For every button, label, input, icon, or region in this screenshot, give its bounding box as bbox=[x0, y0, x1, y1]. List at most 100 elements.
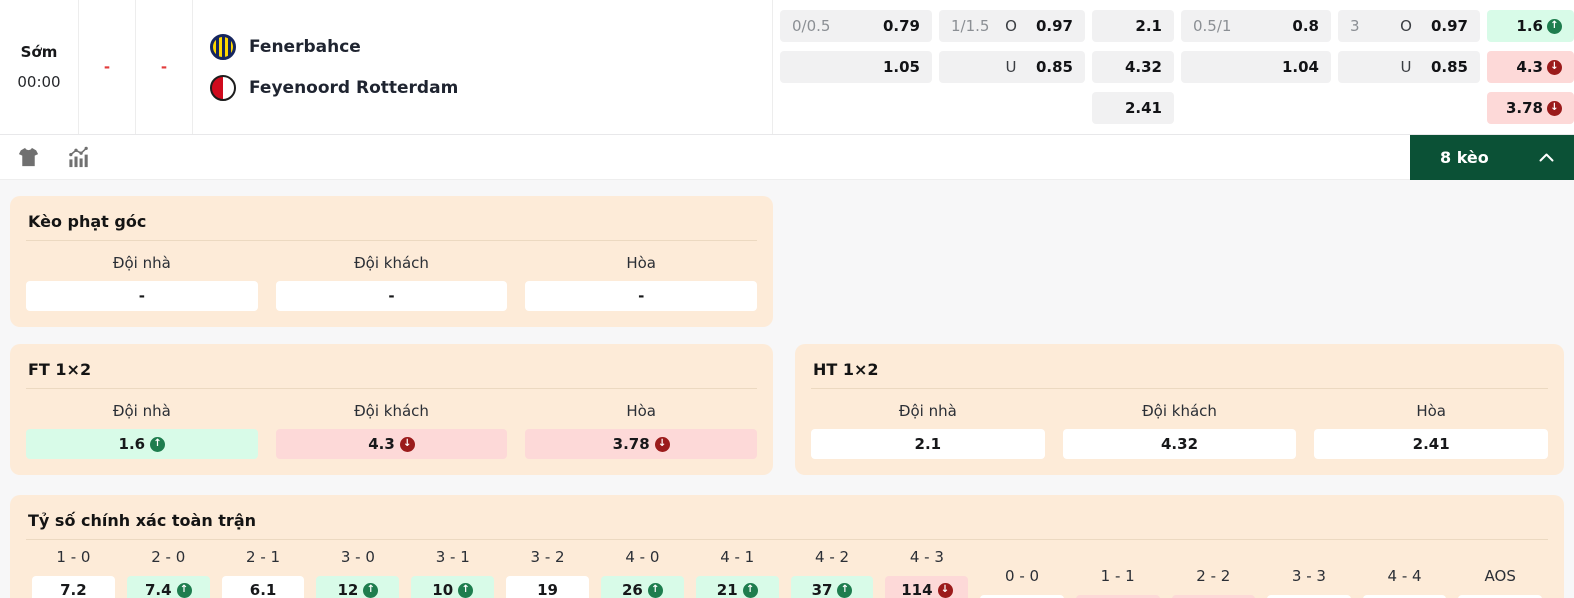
odds-cell[interactable]: 13.5 ↑ ↓ bbox=[1171, 595, 1256, 598]
ht-odds-columns: Đội nhà 2.1 ↑ ↓ Đội khách 4.32 ↑ ↓ bbox=[811, 396, 1549, 459]
odds-cell[interactable]: 59 ↑ ↓ bbox=[1267, 595, 1351, 598]
odds-cell-handicap-away[interactable]: 1.05 bbox=[780, 51, 932, 83]
home-team-row[interactable]: Fenerbahce bbox=[210, 33, 772, 60]
match-time-column: Sớm 00:00 bbox=[0, 0, 79, 134]
score-label: 3 - 0 bbox=[340, 548, 375, 566]
away-score: - bbox=[136, 0, 193, 134]
away-team-name: Feyenoord Rotterdam bbox=[249, 77, 459, 98]
score-group-draw: 0 - 0 14.5 ↑ ↓ 1 - 1 6.5 ↑ ↓ bbox=[980, 547, 1542, 598]
score-label: AOS bbox=[1484, 567, 1516, 585]
odds-cell[interactable]: 4.3 ↑ ↓ bbox=[275, 429, 508, 459]
away-team-row[interactable]: Feyenoord Rotterdam bbox=[210, 74, 772, 101]
odds-cell[interactable]: 3.78 ↑ ↓ bbox=[525, 429, 758, 459]
odds-cell[interactable]: 4.32 ↑ ↓ bbox=[1062, 429, 1297, 459]
odds-value: 0.79 bbox=[882, 17, 920, 35]
column-label: Hòa bbox=[626, 402, 656, 420]
score-column: AOS 13 ↑ ↓ bbox=[1458, 547, 1542, 598]
x12-panels-row: FT 1×2 Đội nhà 1.6 ↑ ↓ Đội khách bbox=[10, 344, 1564, 475]
score-label: 3 - 3 bbox=[1291, 567, 1326, 585]
odds-value: 0.85 bbox=[1035, 58, 1073, 76]
odds-cell[interactable]: 1.6 ↑ ↓ bbox=[26, 429, 258, 459]
score-label: 2 - 0 bbox=[151, 548, 186, 566]
odds-cell-over[interactable]: 3 O 0.97 bbox=[1338, 10, 1480, 42]
trend-up-icon: ↑ bbox=[363, 582, 379, 598]
odds-value: 4.32 bbox=[1124, 58, 1162, 76]
odds-cell[interactable]: 14.5 ↑ ↓ bbox=[980, 595, 1064, 598]
column-label: Đội khách bbox=[354, 254, 429, 272]
odds-cell[interactable]: 10 ↑ ↓ bbox=[411, 576, 495, 598]
score-label: 3 - 1 bbox=[435, 548, 470, 566]
handicap-line: 0.5/1 bbox=[1193, 17, 1232, 35]
odds-cell-1x2[interactable]: 2.41 bbox=[1092, 92, 1174, 124]
odds-cell-1x2-live[interactable]: 3.78 ↑ ↓ bbox=[1487, 92, 1574, 124]
odds-value: 4.3 bbox=[1516, 58, 1543, 76]
odds-cell[interactable]: 37 ↑ ↓ bbox=[790, 576, 874, 598]
score-label: 4 - 4 bbox=[1387, 567, 1422, 585]
score-column: 1 - 1 6.5 ↑ ↓ bbox=[1075, 547, 1160, 598]
x12-plain-column: 2.1 4.32 2.41 bbox=[1092, 10, 1174, 134]
odds-value: 12 bbox=[337, 581, 359, 598]
under-label: U bbox=[1005, 58, 1017, 76]
odds-cell[interactable]: 7.2 ↑ ↓ bbox=[32, 576, 115, 598]
score-label: 4 - 2 bbox=[815, 548, 850, 566]
odds-cell-1x2-live[interactable]: 4.3 ↑ ↓ bbox=[1487, 51, 1574, 83]
odds-cell-1x2[interactable]: 2.1 bbox=[1092, 10, 1174, 42]
odds-cell-handicap-away[interactable]: 1.04 bbox=[1181, 51, 1331, 83]
jersey-icon[interactable] bbox=[17, 146, 40, 169]
odds-cell[interactable]: 114 ↑ ↓ bbox=[885, 576, 969, 598]
score-label: 3 - 2 bbox=[530, 548, 565, 566]
odds-value: 4.32 bbox=[1161, 435, 1199, 453]
odds-value: 2.1 bbox=[1135, 17, 1162, 35]
odds-value: 1.6 bbox=[1516, 17, 1543, 35]
odds-cell[interactable]: - ↑ ↓ bbox=[525, 281, 758, 311]
score-label: 4 - 0 bbox=[625, 548, 660, 566]
trend-up-icon: ↑ bbox=[742, 582, 758, 598]
odds-cell[interactable]: 224 ↑ ↓ bbox=[1362, 595, 1447, 598]
odds-cell[interactable]: - ↑ ↓ bbox=[26, 281, 258, 311]
odds-cell-handicap-home[interactable]: 0/0.5 0.79 bbox=[780, 10, 932, 42]
trend-down-icon: ↓ bbox=[1547, 100, 1562, 116]
odds-cell-under[interactable]: U 0.85 bbox=[1338, 51, 1480, 83]
odds-value: 0.8 bbox=[1292, 17, 1319, 35]
odds-cell-handicap-home[interactable]: 0.5/1 0.8 bbox=[1181, 10, 1331, 42]
odds-cell[interactable]: 26 ↑ ↓ bbox=[600, 576, 684, 598]
odds-cell-under[interactable]: U 0.85 bbox=[939, 51, 1085, 83]
odds-cell-over[interactable]: 1/1.5 O 0.97 bbox=[939, 10, 1085, 42]
panel-correct-score: Tỷ số chính xác toàn trận 1 - 0 7.2 ↑ ↓ … bbox=[10, 495, 1564, 598]
odds-cell[interactable]: 2.41 ↑ ↓ bbox=[1314, 429, 1549, 459]
trend-up-icon: ↑ bbox=[150, 436, 166, 452]
stats-chart-icon[interactable] bbox=[67, 146, 90, 169]
score-label: 4 - 3 bbox=[909, 548, 944, 566]
odds-cell[interactable]: 13 ↑ ↓ bbox=[1458, 595, 1542, 598]
odds-value: - bbox=[388, 287, 395, 305]
odds-value: 2.1 bbox=[914, 435, 942, 453]
odds-cell-1x2[interactable]: 4.32 bbox=[1092, 51, 1174, 83]
odds-cell[interactable]: 19 ↑ ↓ bbox=[506, 576, 589, 598]
column-label: Đội khách bbox=[354, 402, 429, 420]
over-under-ft-column: 1/1.5 O 0.97 U 0.85 bbox=[939, 10, 1085, 134]
odds-value: 10 bbox=[432, 581, 454, 598]
markets-toggle-button[interactable]: 8 kèo bbox=[1410, 134, 1574, 180]
column-label: Hòa bbox=[626, 254, 656, 272]
odds-cell[interactable]: 12 ↑ ↓ bbox=[316, 576, 400, 598]
total-line: 1/1.5 bbox=[951, 17, 990, 35]
score-label: 2 - 1 bbox=[246, 548, 281, 566]
odds-value: 2.41 bbox=[1124, 99, 1162, 117]
odds-cell[interactable]: 2.1 ↑ ↓ bbox=[811, 429, 1045, 459]
corner-odds-columns: Đội nhà - ↑ ↓ Đội khách - ↑ ↓ bbox=[26, 248, 758, 311]
under-label: U bbox=[1400, 58, 1412, 76]
odds-cell[interactable]: 21 ↑ ↓ bbox=[695, 576, 779, 598]
odds-cell[interactable]: 6.1 ↑ ↓ bbox=[221, 576, 305, 598]
odds-cell-1x2-live[interactable]: 1.6 ↑ ↓ bbox=[1487, 10, 1574, 42]
score-column: 3 - 3 59 ↑ ↓ bbox=[1267, 547, 1351, 598]
odds-cell[interactable]: 6.5 ↑ ↓ bbox=[1075, 595, 1160, 598]
home-team-name: Fenerbahce bbox=[249, 36, 361, 57]
odds-cell[interactable]: - ↑ ↓ bbox=[275, 281, 508, 311]
odds-cell[interactable]: 7.4 ↑ ↓ bbox=[126, 576, 210, 598]
total-line: 3 bbox=[1350, 17, 1360, 35]
ft-odds-columns: Đội nhà 1.6 ↑ ↓ Đội khách 4.3 ↑ ↓ bbox=[26, 396, 758, 459]
odds-value: 7.4 bbox=[144, 581, 172, 598]
odds-value: 3.78 bbox=[612, 435, 650, 453]
panel-title: HT 1×2 bbox=[811, 354, 1548, 389]
odds-value: 26 bbox=[621, 581, 643, 598]
